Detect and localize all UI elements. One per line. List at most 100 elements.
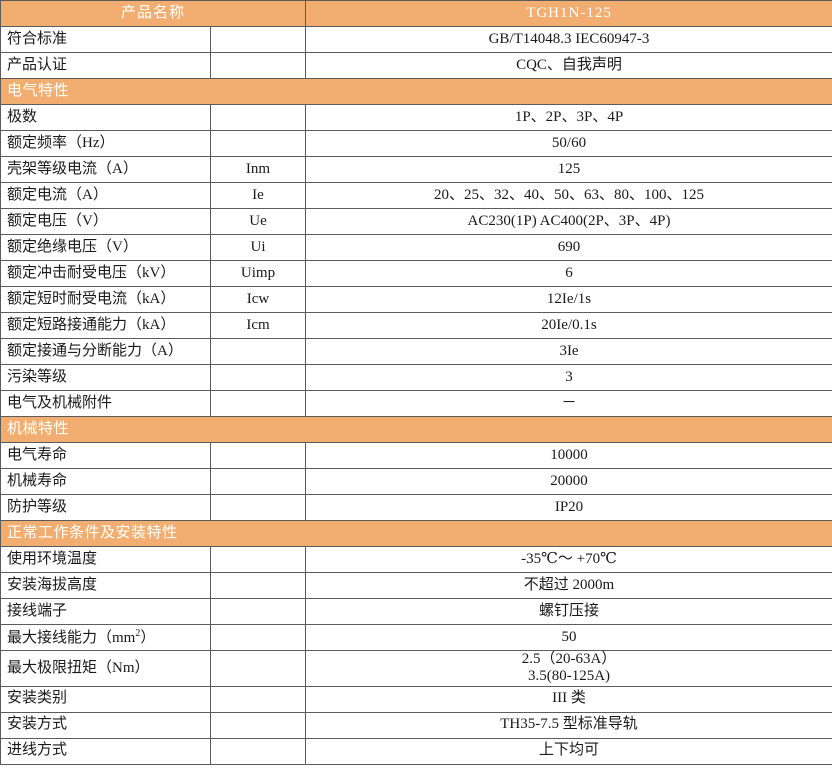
spec-label-cell: 防护等级 — [0, 494, 211, 521]
spec-value-line: 2.5（20-63A） — [521, 651, 617, 667]
spec-table-body: 产品名称 TGH1N-125 符合标准 GB/T14048.3 IEC60947-3 产… — [0, 0, 832, 765]
spec-label-cell: 额定短时耐受电流（kA） — [0, 286, 211, 313]
table-row: 产品认证 CQC、自我声明 — [0, 52, 832, 79]
spec-label-cell: 最大极限扭矩（Nm） — [0, 650, 211, 687]
header-label-cell: 产品名称 — [0, 0, 307, 27]
spec-label-cell: 接线端子 — [0, 598, 211, 625]
spec-label-cell: 安装类别 — [0, 685, 211, 713]
spec-symbol-cell — [209, 624, 307, 651]
spec-label-cell: 机械寿命 — [0, 468, 211, 495]
spec-symbol-cell: Uimp — [209, 260, 307, 287]
spec-value-line: 3.5(80-125A) — [527, 668, 611, 685]
table-row: 接线端子 螺钉压接 — [0, 598, 832, 625]
table-row: 额定电流（A） Ie 20、25、32、40、50、63、80、100、125 — [0, 182, 832, 209]
table-header-row: 产品名称 TGH1N-125 — [0, 0, 832, 27]
spec-symbol-cell: Ue — [209, 208, 307, 235]
spec-value-cell: CQC、自我声明 — [305, 52, 832, 79]
spec-value-cell: 20Ie/0.1s — [305, 312, 832, 339]
spec-value-cell: － — [305, 390, 832, 417]
spec-label-cell: 使用环境温度 — [0, 546, 211, 573]
spec-value-cell: 螺钉压接 — [305, 598, 832, 625]
spec-value-cell: TH35-7.5 型标准导轨 — [305, 711, 832, 739]
spec-value-cell: 10000 — [305, 442, 832, 469]
spec-symbol-cell — [209, 104, 307, 131]
spec-value-cell: 1P、2P、3P、4P — [305, 104, 832, 131]
spec-value-cell: 50/60 — [305, 130, 832, 157]
spec-value-cell: 50 — [305, 624, 832, 651]
spec-symbol-cell: Inm — [209, 156, 307, 183]
spec-label-cell: 污染等级 — [0, 364, 211, 391]
spec-label-cell: 电气寿命 — [0, 442, 211, 469]
spec-label-cell: 安装方式 — [0, 711, 211, 739]
table-row: 额定电压（V） Ue AC230(1P) AC400(2P、3P、4P) — [0, 208, 832, 235]
table-row: 使用环境温度 -35℃～ +70℃ — [0, 546, 832, 573]
section-header-row: 机械特性 — [0, 416, 832, 443]
spec-symbol-cell — [209, 711, 307, 739]
table-row: 最大接线能力（mm2） 50 — [0, 624, 832, 651]
table-row: 额定短时耐受电流（kA） Icw 12Ie/1s — [0, 286, 832, 313]
table-row: 电气及机械附件 － — [0, 390, 832, 417]
spec-value-cell: 6 — [305, 260, 832, 287]
spec-label-cell: 极数 — [0, 104, 211, 131]
spec-symbol-cell — [209, 390, 307, 417]
spec-symbol-cell — [209, 52, 307, 79]
spec-value-cell: 3Ie — [305, 338, 832, 365]
section-header-row: 电气特性 — [0, 78, 832, 105]
spec-symbol-cell — [209, 685, 307, 713]
spec-value-cell: 3 — [305, 364, 832, 391]
header-model-cell: TGH1N-125 — [305, 0, 832, 27]
spec-symbol-cell: Icw — [209, 286, 307, 313]
spec-value-cell: 20、25、32、40、50、63、80、100、125 — [305, 182, 832, 209]
spec-symbol-cell — [209, 650, 307, 687]
spec-symbol-cell — [209, 364, 307, 391]
table-row: 额定接通与分断能力（A） 3Ie — [0, 338, 832, 365]
spec-label-cell: 壳架等级电流（A） — [0, 156, 211, 183]
table-row: 机械寿命 20000 — [0, 468, 832, 495]
spec-value-cell: 690 — [305, 234, 832, 261]
spec-value-cell: 上下均可 — [305, 737, 832, 765]
spec-label-cell: 电气及机械附件 — [0, 390, 211, 417]
spec-symbol-cell — [209, 598, 307, 625]
spec-symbol-cell — [209, 26, 307, 53]
spec-value-cell: III 类 — [305, 685, 832, 713]
spec-symbol-cell — [209, 468, 307, 495]
spec-symbol-cell: Ui — [209, 234, 307, 261]
spec-symbol-cell — [209, 442, 307, 469]
table-row: 安装类别 III 类 — [0, 685, 832, 713]
spec-value-cell: 125 — [305, 156, 832, 183]
spec-label-cell: 额定电压（V） — [0, 208, 211, 235]
table-row: 安装方式 TH35-7.5 型标准导轨 — [0, 711, 832, 739]
spec-label-cell: 产品认证 — [0, 52, 211, 79]
spec-value-cell: GB/T14048.3 IEC60947-3 — [305, 26, 832, 53]
spec-value-cell: IP20 — [305, 494, 832, 521]
spec-value-cell: 20000 — [305, 468, 832, 495]
spec-label-cell: 额定频率（Hz） — [0, 130, 211, 157]
table-row: 污染等级 3 — [0, 364, 832, 391]
table-row: 安装海拔高度 不超过 2000m — [0, 572, 832, 599]
section-header-label: 电气特性 — [0, 78, 832, 105]
spec-label-cell: 额定短路接通能力（kA） — [0, 312, 211, 339]
spec-value-cell: -35℃～ +70℃ — [305, 546, 832, 573]
table-row: 极数 1P、2P、3P、4P — [0, 104, 832, 131]
spec-symbol-cell: Ie — [209, 182, 307, 209]
table-row: 壳架等级电流（A） Inm 125 — [0, 156, 832, 183]
spec-symbol-cell: Icm — [209, 312, 307, 339]
table-row: 额定冲击耐受电压（kV） Uimp 6 — [0, 260, 832, 287]
table-row: 进线方式 上下均可 — [0, 737, 832, 765]
spec-label-cell: 额定绝缘电压（V） — [0, 234, 211, 261]
spec-symbol-cell — [209, 737, 307, 765]
spec-label-cell: 进线方式 — [0, 737, 211, 765]
section-header-label: 正常工作条件及安装特性 — [0, 520, 832, 547]
spec-label-cell: 额定冲击耐受电压（kV） — [0, 260, 211, 287]
table-row: 符合标准 GB/T14048.3 IEC60947-3 — [0, 26, 832, 53]
spec-symbol-cell — [209, 572, 307, 599]
table-row: 额定短路接通能力（kA） Icm 20Ie/0.1s — [0, 312, 832, 339]
spec-symbol-cell — [209, 494, 307, 521]
section-header-label: 机械特性 — [0, 416, 832, 443]
table-row: 最大极限扭矩（Nm） 2.5（20-63A） 3.5(80-125A) — [0, 650, 832, 687]
table-row: 额定频率（Hz） 50/60 — [0, 130, 832, 157]
spec-label-cell: 符合标准 — [0, 26, 211, 53]
spec-symbol-cell — [209, 546, 307, 573]
spec-symbol-cell — [209, 130, 307, 157]
table-row: 额定绝缘电压（V） Ui 690 — [0, 234, 832, 261]
